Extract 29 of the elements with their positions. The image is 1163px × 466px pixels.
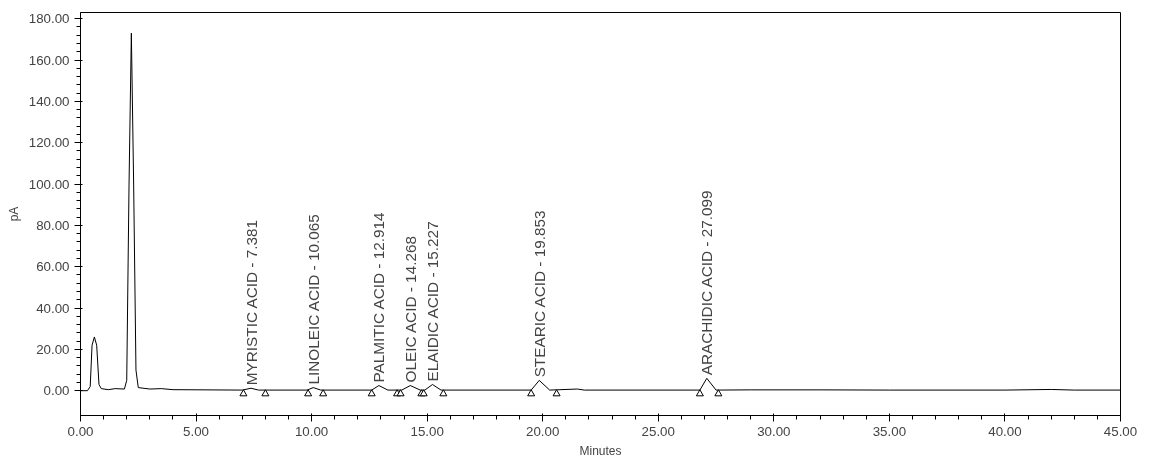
y-tick-label: 180.00 — [28, 11, 70, 27]
y-axis-title: pA — [6, 206, 21, 222]
y-tick-label: 80.00 — [36, 217, 70, 233]
y-tick-label: 100.00 — [28, 176, 70, 192]
x-tick-label: 45.00 — [1103, 423, 1138, 439]
annotation: OLEIC ACID - 14.268 — [401, 235, 419, 383]
y-tick-label: 60.00 — [36, 259, 70, 275]
x-tick-label: 10.00 — [294, 423, 329, 439]
annotation: LINOLEIC ACID - 10.065 — [304, 214, 322, 385]
y-tick-label: 20.00 — [36, 341, 70, 357]
y-tick-label: 160.00 — [28, 52, 70, 68]
annotation: STEARIC ACID - 19.853 — [530, 210, 548, 378]
x-tick-label: 0.00 — [67, 423, 94, 439]
y-tick-label: 0.00 — [43, 383, 70, 399]
x-tick-label: 25.00 — [641, 423, 675, 439]
annotation: ELAIDIC ACID - 15.227 — [423, 221, 441, 382]
x-axis-title: Minutes — [579, 443, 622, 458]
x-tick-label: 35.00 — [872, 423, 907, 439]
annotation: PALMITIC ACID - 12.914 — [370, 211, 388, 383]
y-tick-label: 40.00 — [36, 300, 70, 316]
annotation: ARACHIDIC ACID - 27.099 — [698, 190, 716, 376]
x-tick-label: 30.00 — [757, 423, 791, 439]
x-tick-label: 5.00 — [183, 423, 210, 439]
annotation: MYRISTIC ACID - 7.381 — [242, 219, 260, 386]
x-tick-label: 20.00 — [526, 423, 560, 439]
y-tick-label: 120.00 — [28, 135, 70, 151]
x-tick-label: 40.00 — [988, 423, 1022, 439]
x-tick-label: 15.00 — [410, 423, 444, 439]
y-tick-label: 140.00 — [28, 93, 70, 109]
